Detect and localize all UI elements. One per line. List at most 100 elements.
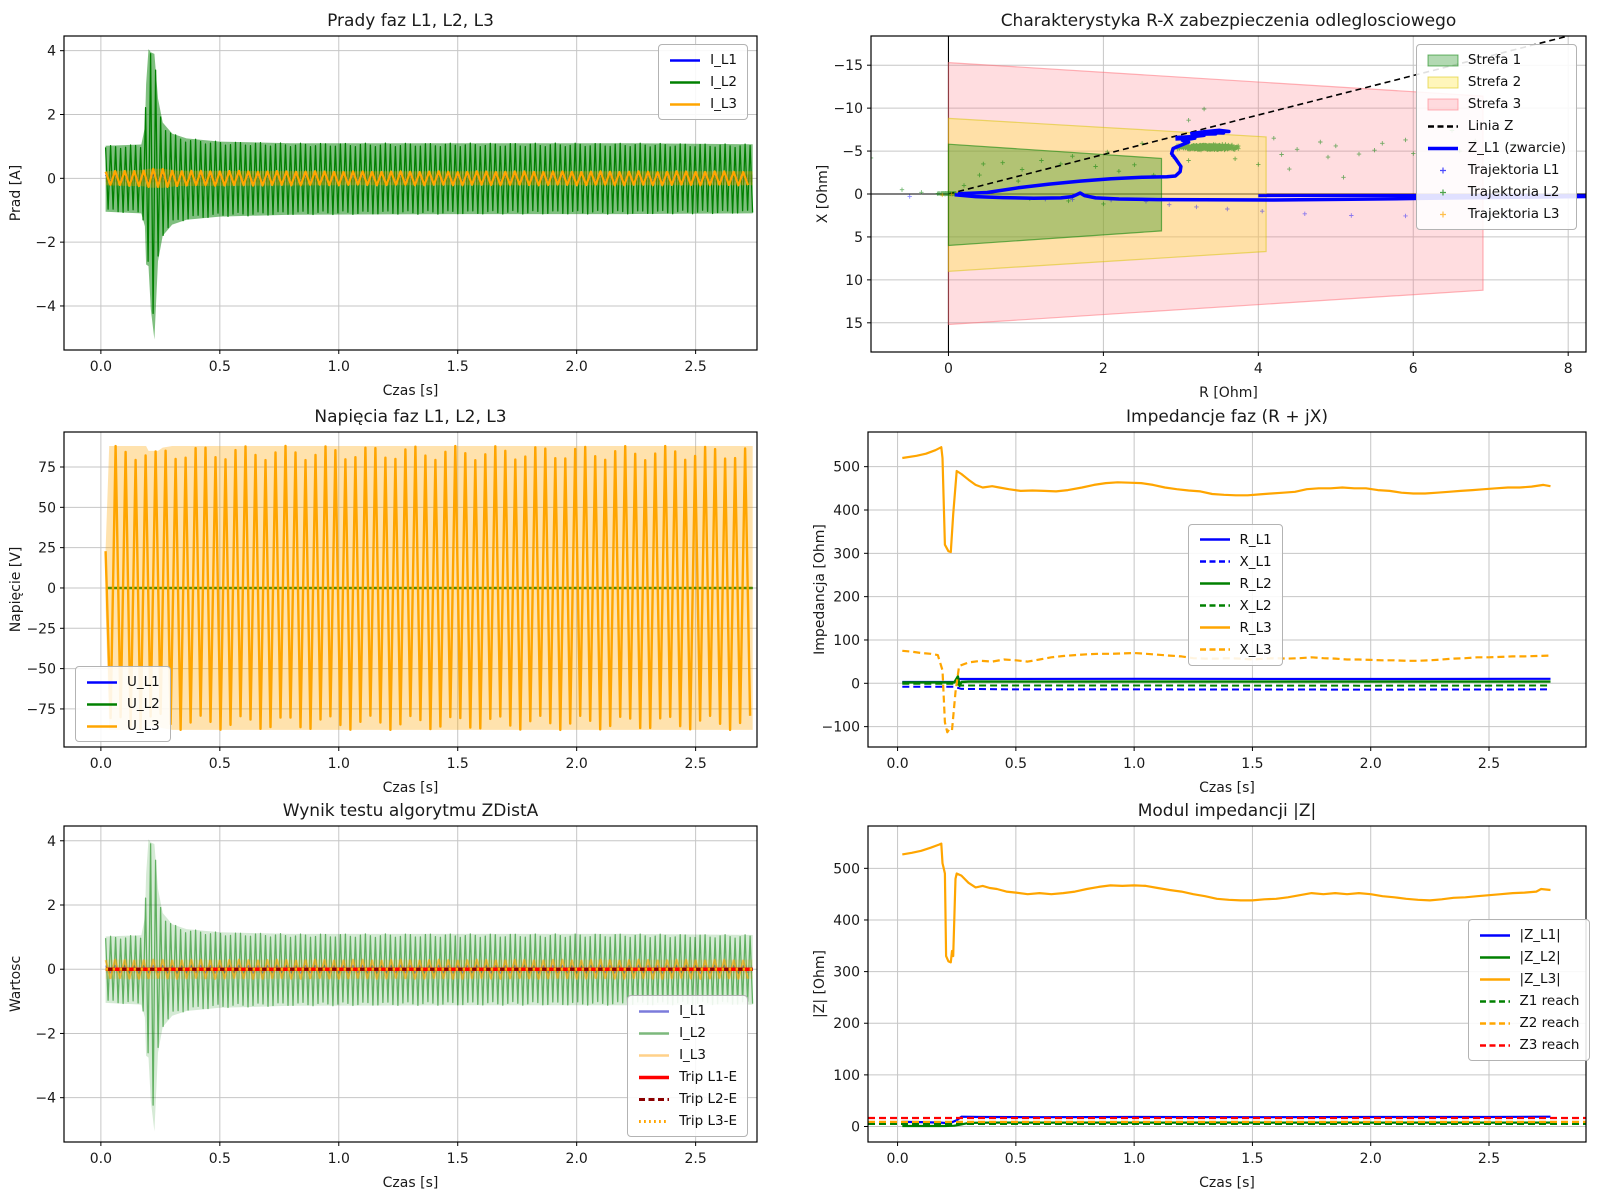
panel-rx-plane: 0 2 4 6 8 −15 −10 −5 0 5 10 15 Charakterystyka R-X z… [815, 11, 1587, 401]
legend-label: X_L2 [1239, 597, 1272, 614]
line-swatch-icon [1479, 977, 1510, 981]
wave-u-l3 [104, 444, 752, 732]
legend-entry: Strefa 2 [1427, 74, 1566, 90]
line-swatch-icon [1427, 124, 1458, 128]
zone-swatch-icon [1427, 54, 1459, 66]
x-tick-label: 2.5 [1478, 1151, 1500, 1167]
legend-label: Z2 reach [1519, 1015, 1580, 1032]
legend-label: U_L2 [127, 696, 160, 712]
legend-entry: R_L1 [1199, 532, 1272, 548]
y-tick-label: 50 [38, 500, 56, 516]
legend-label: I_L1 [679, 1003, 706, 1019]
grid [868, 432, 1586, 747]
legend-entry: R_L3 [1199, 620, 1272, 636]
line-swatch-icon [1479, 1043, 1510, 1047]
x-tick-label: 2.0 [566, 756, 588, 772]
legend-entry: |Z_L2| [1479, 949, 1580, 965]
tick-labels: 0.0 0.5 1.0 1.5 2.0 2.5 −4 −2 0 2 4 [35, 44, 706, 375]
legend-entry: Z_L1 (zwarcie) [1427, 140, 1566, 156]
x-tick-label: 1.5 [447, 756, 469, 772]
y-tick-label: 0 [854, 187, 863, 203]
legend-currents: I_L1 I_L2 I_L3 [658, 44, 748, 120]
y-tick-label: 200 [833, 1016, 860, 1032]
x-tick-label: 0.5 [1005, 756, 1027, 772]
line-swatch-icon [87, 702, 117, 706]
y-tick-label: 0 [851, 1120, 860, 1136]
x-tick-label: 1.5 [1241, 1151, 1263, 1167]
tick-labels: 0 2 4 6 8 −15 −10 −5 0 5 10 15 [833, 58, 1572, 377]
legend-entry: R_L2 [1199, 576, 1272, 592]
y-tick-label: 15 [845, 316, 863, 332]
line-swatch-icon [670, 102, 701, 106]
y-tick-label: 4 [47, 44, 56, 60]
y-axis-label: |Z| [Ohm] [812, 950, 828, 1018]
legend-label: Z3 reach [1519, 1037, 1580, 1054]
legend-entry: X_L2 [1199, 598, 1272, 614]
zone-strefa-1 [947, 143, 1163, 247]
series-z-l1-zwarcie- [957, 128, 1231, 196]
legend-entry: I_L3 [669, 96, 737, 112]
x-tick-label: 2.0 [566, 359, 588, 375]
line-swatch-icon [87, 680, 117, 684]
legend-label: I_L1 [710, 52, 737, 68]
tick-labels: 0.0 0.5 1.0 1.5 2.0 2.5 −75 −50 −25 0 25 50 75 [26, 460, 706, 772]
x-tick-label: 2.0 [1360, 1151, 1382, 1167]
legend-rx-plane: Strefa 1 Strefa 2 Strefa 3 Linia Z Z_L1 (zwa… [1415, 44, 1577, 230]
line-swatch-icon [1199, 538, 1230, 542]
line-swatch-icon [1199, 582, 1230, 586]
legend-zdista: I_L1 I_L2 I_L3 Trip L1-E Trip L2-E Trip L3-E [627, 995, 748, 1137]
panel-voltages: 0.0 0.5 1.0 1.5 2.0 2.5 −75 −50 −25 0 25 50 75 Napięc… [8, 407, 758, 796]
panel-z-modulus: 0.0 0.5 1.0 1.5 2.0 2.5 0 100 200 300 400 500 Modul … [812, 801, 1587, 1191]
x-tick-label: 0.0 [90, 359, 112, 375]
x-axis-label: Czas [s] [383, 780, 439, 796]
legend-entry: Strefa 1 [1427, 52, 1566, 68]
legend-entry: |Z_L1| [1479, 927, 1580, 943]
legend-voltages: U_L1 U_L2 U_L3 [75, 666, 171, 742]
legend-label: X_L3 [1239, 641, 1272, 658]
legend-entry: I_L3 [638, 1047, 737, 1063]
zone-swatch-icon [1427, 76, 1459, 88]
y-tick-label: 500 [833, 861, 860, 877]
y-tick-label: −4 [35, 1091, 56, 1107]
series-r-l3 [902, 446, 1551, 554]
y-tick-label: 400 [833, 913, 860, 929]
y-axis-label: Napięcie [V] [8, 547, 24, 633]
y-tick-label: 4 [47, 834, 56, 850]
x-tick-label: 1.5 [447, 1151, 469, 1167]
x-tick-label: 1.5 [447, 359, 469, 375]
y-tick-label: 0 [47, 171, 56, 187]
panel-title: Napięcia faz L1, L2, L3 [314, 407, 506, 427]
axes-spines [63, 35, 758, 351]
legend-label: R_L2 [1239, 575, 1272, 592]
plot-area [902, 446, 1551, 734]
panel-title: Charakterystyka R-X zabezpieczenia odleg… [1001, 11, 1457, 31]
tick-labels: 0.0 0.5 1.0 1.5 2.0 2.5 0 100 200 300 400 500 [833, 861, 1500, 1167]
x-tick-label: 1.5 [1241, 756, 1263, 772]
x-tick-label: 0.5 [209, 756, 231, 772]
panel-impedances: 0.0 0.5 1.0 1.5 2.0 2.5 −100 0 100 200 300 400 500 Im… [812, 407, 1587, 796]
axes-spines [63, 431, 758, 748]
x-tick-label: 2.5 [684, 756, 706, 772]
x-tick-label: 2.5 [1478, 756, 1500, 772]
y-tick-label: 500 [833, 460, 860, 476]
x-tick-label: 0.5 [1005, 1151, 1027, 1167]
plot-area [871, 36, 1586, 326]
grid [64, 826, 757, 1142]
legend-entry: I_L1 [669, 52, 737, 68]
line-swatch-icon [1199, 604, 1230, 608]
axes-spines [867, 431, 1587, 748]
y-tick-label: 10 [845, 273, 863, 289]
legend-label: |Z_L1| [1519, 927, 1561, 944]
x-tick-label: 2.5 [684, 1151, 706, 1167]
line-swatch-icon [1479, 1021, 1510, 1025]
x-tick-label: 2.5 [684, 359, 706, 375]
legend-label: X_L1 [1239, 553, 1272, 570]
panel-title: Wynik testu algorytmu ZDistA [283, 801, 539, 821]
legend-entry: U_L1 [86, 674, 160, 690]
legend-label: |Z_L3| [1519, 971, 1561, 988]
y-tick-label: 300 [833, 965, 860, 981]
legend-entry: Z1 reach [1479, 993, 1579, 1009]
y-tick-label: 75 [38, 460, 56, 476]
panel-zdista: 0.0 0.5 1.0 1.5 2.0 2.5 −4 −2 0 2 4 Wynik testu alg… [8, 801, 758, 1191]
